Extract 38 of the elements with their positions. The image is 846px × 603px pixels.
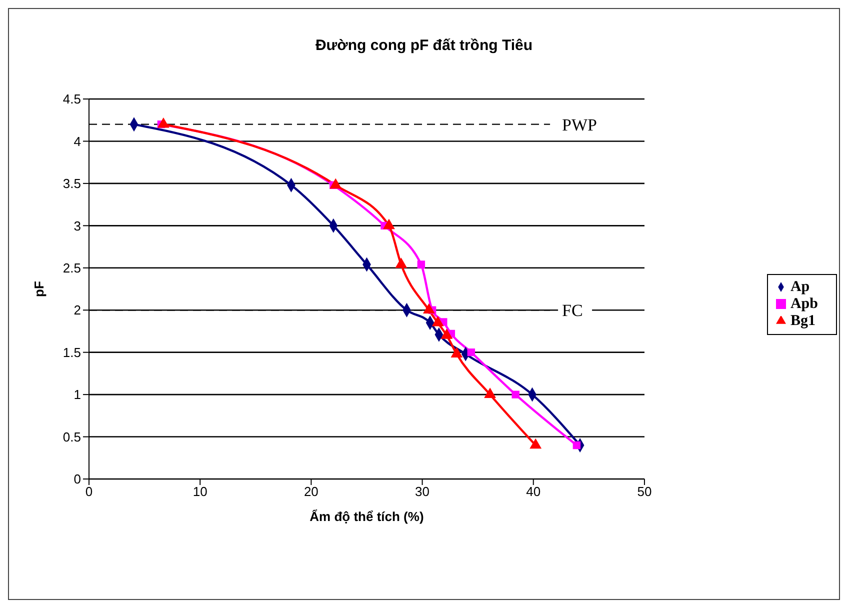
point	[572, 441, 581, 450]
y-tick-label: 3.5	[62, 176, 81, 192]
y-tick-label: 2.5	[62, 260, 81, 276]
point	[330, 178, 342, 189]
y-tick-label: 3	[74, 218, 81, 234]
point	[432, 316, 444, 326]
y-tick-label: 0	[74, 472, 81, 487]
y-tick-label: 1	[74, 387, 81, 402]
ref-line-label: FC	[562, 301, 583, 320]
y-tick-label: 0.5	[62, 429, 81, 444]
point	[158, 118, 170, 128]
y-tick-label: 1.5	[62, 344, 81, 360]
chart-title: Đường cong pF đất trồng Tiêu	[314, 37, 534, 54]
point	[512, 390, 520, 398]
point	[467, 348, 476, 356]
point	[417, 260, 426, 268]
point	[530, 438, 542, 449]
point	[423, 304, 435, 314]
y-tick-label: 4	[74, 134, 81, 149]
x-tick-label: 0	[85, 484, 93, 500]
ref-line-label: PWP	[562, 115, 598, 134]
legend-label: Apb	[790, 296, 818, 312]
x-tick-label: 40	[526, 484, 541, 500]
legend-label: Bg1	[790, 312, 816, 328]
point	[484, 388, 496, 398]
y-tick-label: 4.5	[62, 92, 81, 107]
point	[441, 329, 452, 339]
x-tick-label: 50	[637, 484, 652, 500]
point	[396, 258, 407, 268]
point	[451, 348, 462, 358]
x-axis-title: Ẩm độ thể tích (%)	[310, 509, 424, 524]
x-tick-label: 20	[304, 484, 318, 500]
x-tick-label: 10	[192, 484, 208, 500]
x-tick-label: 30	[415, 484, 430, 500]
point	[383, 219, 395, 230]
y-axis-title: pF	[32, 281, 47, 297]
legend-label: Ap	[790, 278, 810, 294]
y-tick-label: 2	[74, 302, 81, 318]
